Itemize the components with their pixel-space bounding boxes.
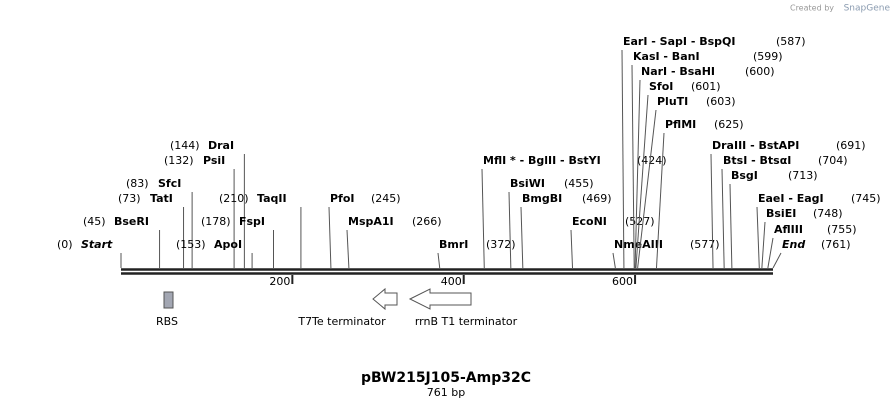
site-name: SfcI	[158, 177, 181, 190]
ruler-label: 200	[269, 275, 290, 288]
site-line	[767, 237, 774, 269]
ruler-label: 600	[612, 275, 633, 288]
rbs-feature	[163, 291, 174, 309]
site-name: TaqII	[257, 192, 287, 205]
site-name: SfoI	[649, 80, 673, 93]
site-name: BsiWI	[510, 177, 545, 190]
map-title: pBW215J105-Amp32C	[361, 370, 531, 386]
site-line	[721, 168, 725, 269]
site-line	[631, 64, 635, 269]
site-name: DraIII - BstAPI	[712, 139, 799, 152]
site-line	[481, 168, 485, 269]
site-name: BmgBI	[522, 192, 562, 205]
map-length: 761 bp	[427, 386, 465, 399]
site-position: (372)	[486, 238, 516, 251]
site-line	[729, 183, 733, 269]
site-position: (424)	[637, 154, 667, 167]
site-line	[635, 94, 649, 269]
site-name: MflI * - BglII - BstYI	[483, 154, 601, 167]
site-position: (266)	[412, 215, 442, 228]
site-line	[437, 252, 441, 269]
site-position: (577)	[690, 238, 720, 251]
site-line	[621, 49, 625, 269]
site-line	[612, 252, 616, 269]
site-line	[772, 252, 782, 269]
site-line	[710, 153, 714, 269]
site-name: EarI - SapI - BspQI	[623, 35, 735, 48]
site-name: NmeAIII	[614, 238, 663, 251]
site-position: (178)	[201, 215, 231, 228]
site-position: (603)	[706, 95, 736, 108]
site-position: (0)	[57, 238, 73, 251]
site-name: KasI - BanI	[633, 50, 700, 63]
site-name: AflIII	[774, 223, 803, 236]
site-position: (144)	[170, 139, 200, 152]
site-position: (601)	[691, 80, 721, 93]
site-name: EaeI - EagI	[758, 192, 824, 205]
site-name: EcoNI	[572, 215, 607, 228]
site-name: End	[782, 238, 805, 251]
site-position: (132)	[164, 154, 194, 167]
site-line	[520, 206, 524, 269]
site-position: (599)	[753, 50, 783, 63]
site-position: (761)	[821, 238, 851, 251]
ruler-label: 400	[441, 275, 462, 288]
feature-label: T7Te terminator	[297, 315, 386, 328]
feature-label: rrnB T1 terminator	[415, 315, 518, 328]
site-name: PfoI	[330, 192, 355, 205]
site-position: (45)	[83, 215, 106, 228]
site-position: (704)	[818, 154, 848, 167]
site-name: Start	[81, 238, 113, 251]
site-position: (745)	[851, 192, 881, 205]
site-line	[761, 221, 766, 269]
site-name: PflMI	[665, 118, 696, 131]
site-position: (73)	[118, 192, 141, 205]
site-name: BmrI	[439, 238, 468, 251]
site-position: (755)	[827, 223, 857, 236]
site-position: (600)	[745, 65, 775, 78]
credit: Created by	[790, 4, 834, 13]
site-position: (455)	[564, 177, 594, 190]
site-name: BsgI	[731, 169, 758, 182]
site-position: (691)	[836, 139, 866, 152]
site-line	[756, 206, 760, 269]
site-name: ApoI	[214, 238, 242, 251]
site-position: (153)	[176, 238, 206, 251]
site-line	[570, 229, 574, 269]
site-name: BsiEI	[766, 207, 796, 220]
site-position: (527)	[625, 215, 655, 228]
site-line	[346, 229, 350, 269]
site-position: (469)	[582, 192, 612, 205]
site-position: (83)	[126, 177, 149, 190]
site-name: TatI	[150, 192, 173, 205]
site-name: PluTI	[657, 95, 688, 108]
terminator-arrow	[372, 287, 398, 311]
terminator-arrow	[408, 288, 472, 310]
brand: SnapGene	[844, 4, 891, 14]
site-name: PsiI	[203, 154, 225, 167]
site-position: (625)	[714, 118, 744, 131]
site-position: (245)	[371, 192, 401, 205]
site-line	[634, 79, 641, 269]
site-position: (587)	[776, 35, 806, 48]
site-line	[508, 191, 512, 269]
feature-label: RBS	[156, 315, 178, 328]
site-position: (748)	[813, 207, 843, 220]
site-line	[328, 206, 332, 269]
site-name: NarI - BsaHI	[641, 65, 715, 78]
site-name: FspI	[239, 215, 265, 228]
site-name: BseRI	[114, 215, 149, 228]
site-position: (713)	[788, 169, 818, 182]
site-position: (210)	[219, 192, 249, 205]
site-line	[655, 132, 665, 269]
site-name: MspA1I	[348, 215, 394, 228]
site-name: BtsI - BtsαI	[723, 154, 791, 167]
site-name: DraI	[208, 139, 234, 152]
site-line	[637, 109, 657, 269]
